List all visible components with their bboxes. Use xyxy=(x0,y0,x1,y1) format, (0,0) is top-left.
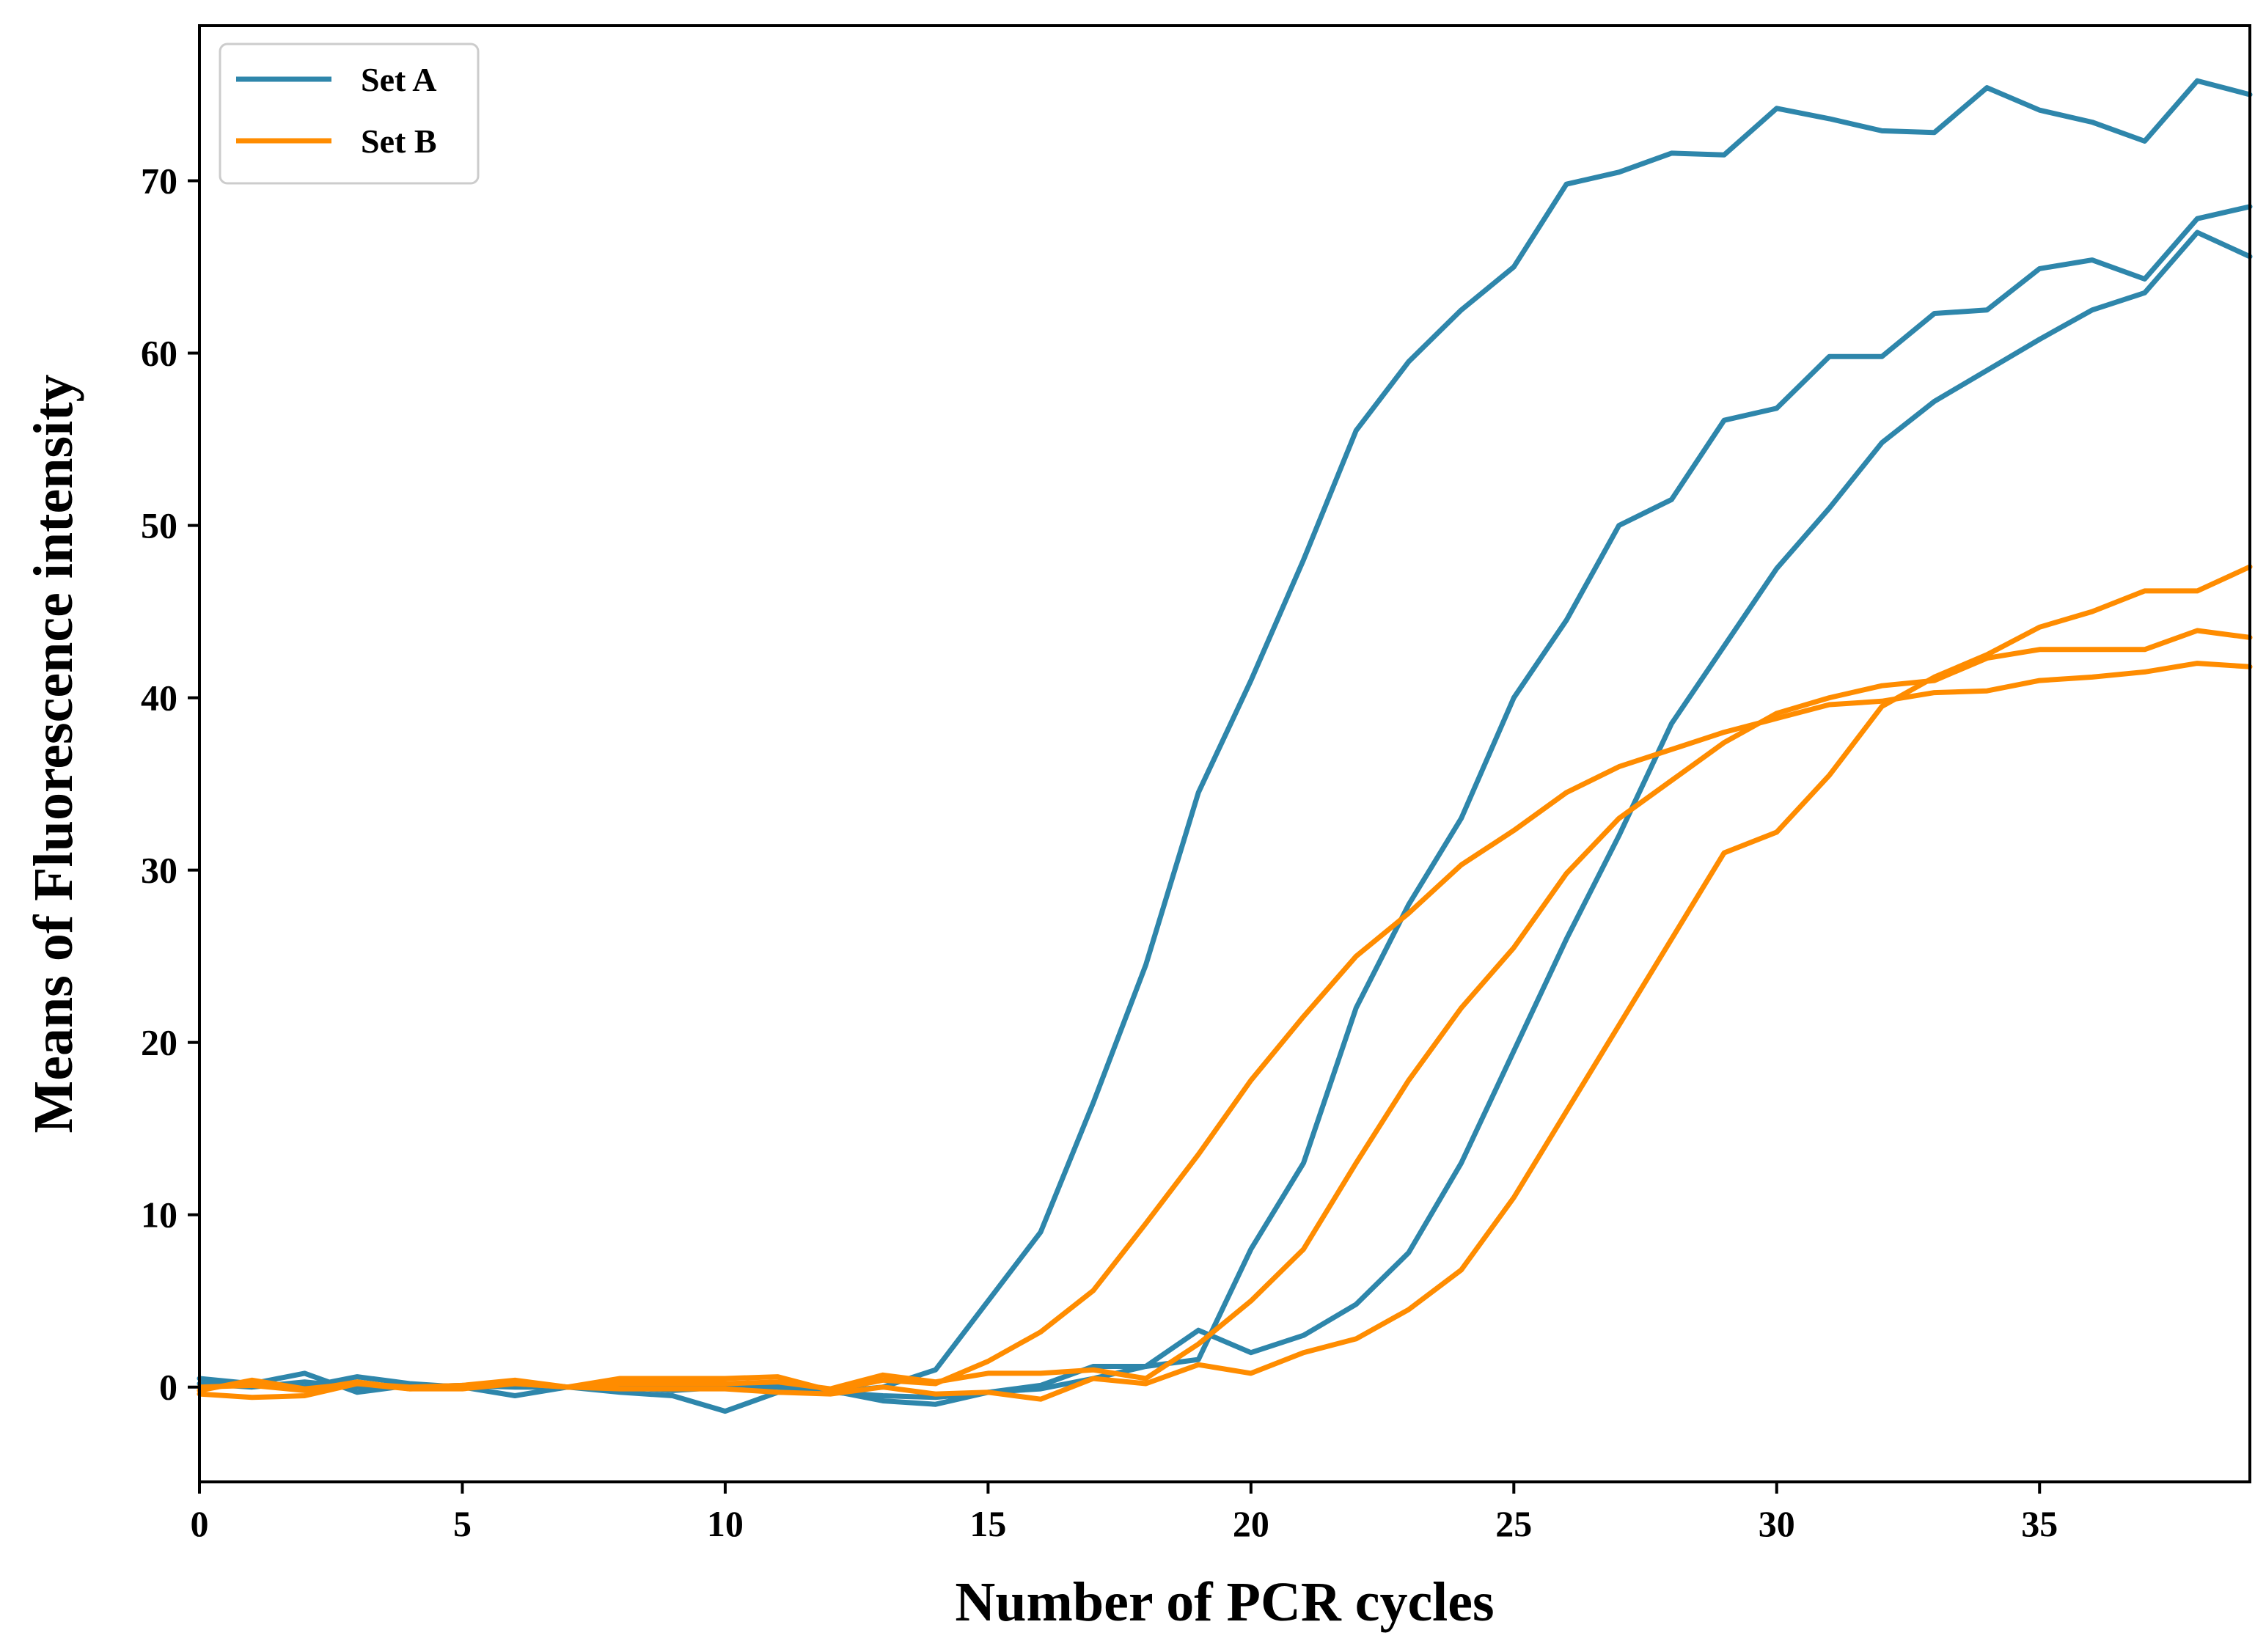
y-tick-label: 20 xyxy=(141,1022,177,1063)
x-axis-title: Number of PCR cycles xyxy=(955,1571,1494,1633)
series-line-set-a-2 xyxy=(197,204,2253,1414)
x-tick-label: 0 xyxy=(191,1503,209,1544)
x-tick-label: 10 xyxy=(707,1503,744,1544)
series-line-set-b-3 xyxy=(197,564,2253,1402)
y-tick-label: 50 xyxy=(141,505,177,546)
y-tick-label: 0 xyxy=(159,1367,177,1408)
y-tick-label: 30 xyxy=(141,850,177,891)
plot-area-frame xyxy=(198,24,2251,1483)
x-tick-label: 35 xyxy=(2021,1503,2058,1544)
x-axis-ticks: 0 5 10 15 20 25 30 35 xyxy=(191,1482,2058,1544)
y-tick-label: 40 xyxy=(141,678,177,719)
legend: Set A Set B xyxy=(219,43,480,185)
y-tick-label: 70 xyxy=(141,161,177,202)
legend-label-set-a: Set A xyxy=(361,61,437,98)
y-tick-label: 10 xyxy=(141,1194,177,1236)
y-axis-ticks: 0 10 20 30 40 50 60 70 xyxy=(141,161,199,1408)
x-tick-label: 25 xyxy=(1495,1503,1532,1544)
legend-box xyxy=(219,43,480,185)
y-tick-label: 60 xyxy=(141,333,177,374)
x-tick-label: 20 xyxy=(1233,1503,1269,1544)
x-tick-label: 5 xyxy=(453,1503,472,1544)
x-tick-label: 30 xyxy=(1759,1503,1795,1544)
legend-label-set-b: Set B xyxy=(361,122,437,160)
x-tick-label: 15 xyxy=(969,1503,1006,1544)
y-axis-title: Means of Fluorescence intensity xyxy=(23,375,84,1134)
series-layer xyxy=(197,78,2253,1414)
